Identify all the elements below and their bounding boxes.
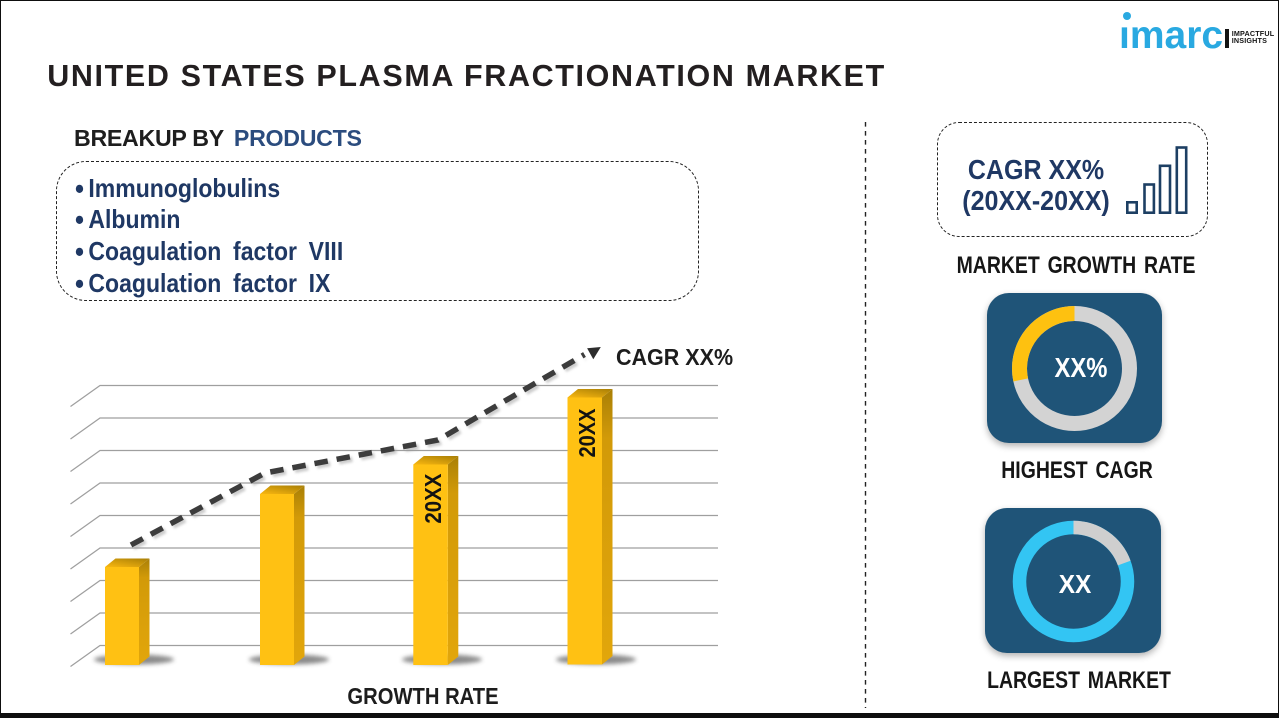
- svg-text:20XX: 20XX: [420, 473, 446, 523]
- svg-text:20XX: 20XX: [574, 408, 600, 457]
